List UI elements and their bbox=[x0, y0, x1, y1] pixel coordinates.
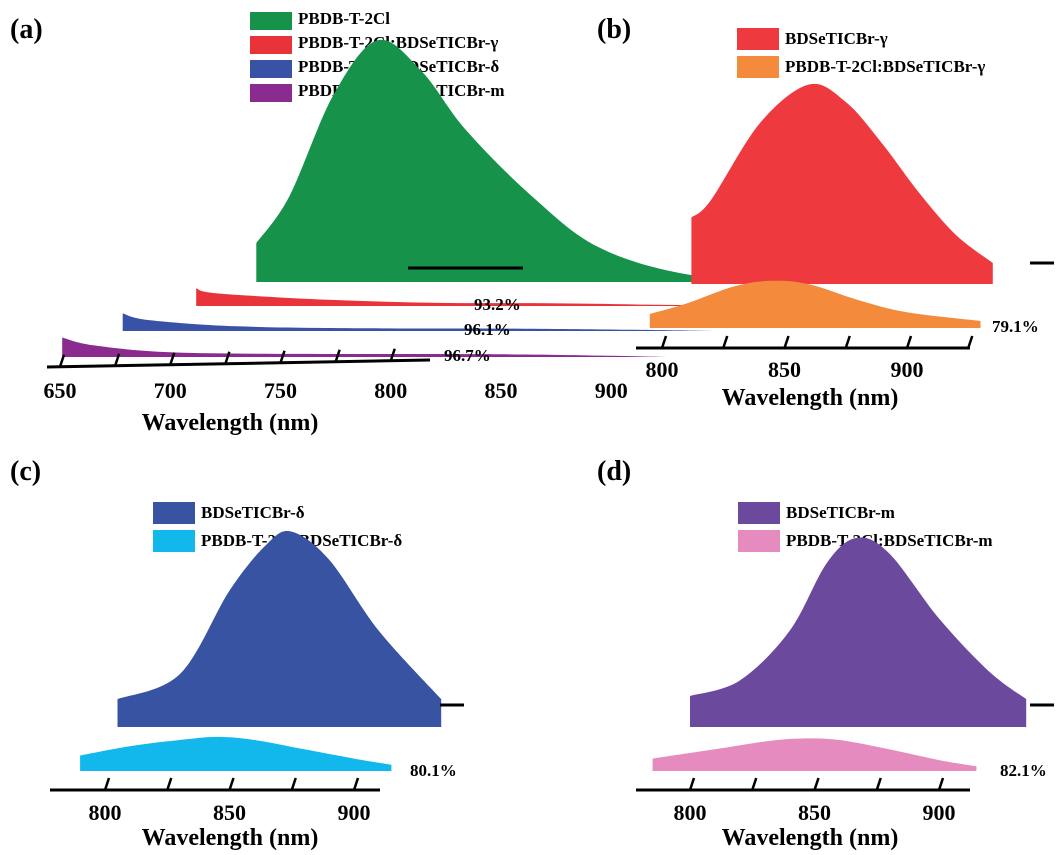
legend-label: PBDB-T-2Cl bbox=[298, 9, 390, 28]
x-tick-label: 800 bbox=[646, 357, 679, 382]
legend-label: PBDB-T-2Cl:BDSeTICBr-γ bbox=[785, 57, 985, 76]
panel-label: (c) bbox=[10, 456, 41, 487]
x-tick-mark bbox=[688, 777, 696, 791]
x-tick-label: 900 bbox=[891, 357, 924, 382]
legend-swatch bbox=[737, 28, 779, 50]
x-tick-label: 900 bbox=[595, 378, 628, 403]
x-tick-mark bbox=[290, 777, 297, 791]
series-area bbox=[62, 337, 667, 357]
series-area bbox=[652, 738, 977, 771]
legend-label: BDSeTICBr-m bbox=[786, 503, 895, 522]
x-tick-label: 900 bbox=[923, 800, 956, 825]
legend-swatch bbox=[250, 12, 292, 30]
x-tick-label: 850 bbox=[485, 378, 518, 403]
x-tick-label: 800 bbox=[674, 800, 707, 825]
chart-panel-1: (a)PBDB-T-2ClPBDB-T-2Cl:BDSeTICBr-γPBDB-… bbox=[10, 9, 797, 436]
x-tick-label: 700 bbox=[154, 378, 187, 403]
series-annotation: 79.1% bbox=[992, 317, 1039, 336]
x-tick-mark bbox=[279, 350, 286, 364]
chart-panel-3: (c)BDSeTICBr-δPBDB-T-2Cl:BDSeTICBr-δ80.1… bbox=[10, 456, 464, 851]
x-tick-mark bbox=[967, 335, 974, 349]
x-tick-mark bbox=[113, 353, 121, 367]
legend-label: PBDB-T-2Cl:BDSeTICBr-γ bbox=[298, 33, 498, 52]
legend-label: BDSeTICBr-γ bbox=[785, 29, 888, 48]
x-tick-label: 850 bbox=[768, 357, 801, 382]
x-axis-title: Wavelength (nm) bbox=[142, 825, 319, 851]
series-area bbox=[649, 280, 981, 328]
x-tick-mark bbox=[905, 335, 913, 349]
x-tick-label: 800 bbox=[89, 800, 122, 825]
panel-label: (b) bbox=[597, 14, 631, 45]
series-annotation: 96.7% bbox=[444, 346, 491, 365]
x-axis-line bbox=[46, 358, 431, 369]
x-tick-mark bbox=[660, 335, 668, 349]
legend-swatch bbox=[153, 502, 195, 524]
x-tick-mark bbox=[169, 352, 176, 366]
x-tick-mark bbox=[937, 777, 945, 791]
x-axis-title: Wavelength (nm) bbox=[142, 410, 319, 436]
x-tick-mark bbox=[844, 335, 851, 349]
x-tick-mark bbox=[751, 777, 758, 791]
x-tick-label: 850 bbox=[798, 800, 831, 825]
series-area bbox=[690, 537, 1027, 727]
series-area bbox=[691, 83, 993, 284]
series-annotation: 80.1% bbox=[410, 761, 457, 780]
x-tick-mark bbox=[334, 349, 341, 363]
x-tick-mark bbox=[58, 354, 66, 368]
x-tick-mark bbox=[875, 777, 882, 791]
legend-label: BDSeTICBr-δ bbox=[201, 503, 305, 522]
x-tick-mark bbox=[783, 335, 790, 349]
series-annotation: 93.2% bbox=[474, 295, 521, 314]
legend-swatch bbox=[250, 36, 292, 54]
x-tick-mark bbox=[352, 777, 360, 791]
chart-panel-4: (d) BDSeTICBr-m PBDB-T-2Cl:BDSeTICBr-m 82.1… bbox=[597, 456, 1054, 851]
series-annotation: 82.1% bbox=[1000, 761, 1047, 780]
legend-swatch bbox=[153, 530, 195, 552]
series-area bbox=[256, 39, 797, 283]
legend-swatch bbox=[737, 56, 779, 78]
legend-swatch bbox=[250, 60, 292, 78]
x-tick-label: 900 bbox=[338, 800, 371, 825]
x-tick-mark bbox=[389, 348, 396, 362]
series-area bbox=[80, 736, 392, 771]
x-axis-title: Wavelength (nm) bbox=[722, 825, 899, 851]
x-axis-title: Wavelength (nm) bbox=[722, 385, 899, 411]
legend-label: PBDB-T-2Cl:BDSeTICBr-m bbox=[786, 531, 993, 550]
legend-swatch bbox=[738, 530, 780, 552]
legend-swatch bbox=[738, 502, 780, 524]
x-tick-mark bbox=[166, 777, 173, 791]
chart-panel-2: (b) BDSeTICBr-γ PBDB-T-2Cl:BDSeTICBr-γ 79.1… bbox=[597, 14, 1054, 411]
panel-label: (d) bbox=[597, 456, 631, 487]
series-area bbox=[122, 313, 712, 331]
x-tick-mark bbox=[228, 777, 235, 791]
x-tick-mark bbox=[722, 335, 729, 349]
legend-swatch bbox=[250, 84, 292, 102]
series-annotation: 96.1% bbox=[464, 320, 511, 339]
panel-label: (a) bbox=[10, 14, 43, 45]
x-tick-mark bbox=[103, 777, 111, 791]
series-area bbox=[196, 288, 748, 306]
x-tick-mark bbox=[813, 777, 820, 791]
x-tick-label: 850 bbox=[213, 800, 246, 825]
x-tick-label: 650 bbox=[44, 378, 77, 403]
series-area bbox=[117, 531, 442, 727]
x-tick-mark bbox=[224, 351, 231, 365]
x-tick-label: 800 bbox=[374, 378, 407, 403]
x-tick-label: 750 bbox=[264, 378, 297, 403]
